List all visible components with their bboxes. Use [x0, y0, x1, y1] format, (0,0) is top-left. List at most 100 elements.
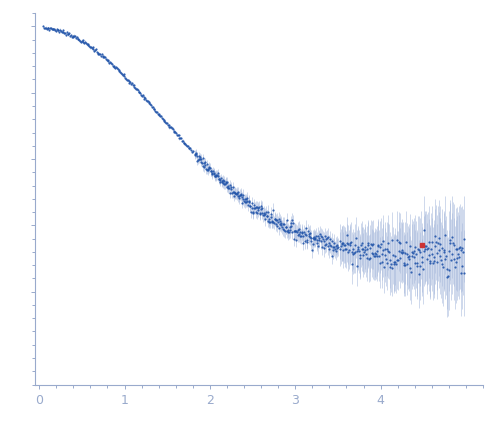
- Point: [170, 128, 178, 135]
- Point: [263, 208, 271, 215]
- Point: [61, 29, 69, 36]
- Point: [194, 156, 202, 163]
- Point: [240, 198, 248, 205]
- Point: [134, 87, 142, 94]
- Point: [451, 264, 459, 271]
- Point: [336, 238, 344, 245]
- Point: [230, 192, 238, 199]
- Point: [48, 26, 56, 33]
- Point: [109, 62, 117, 69]
- Point: [210, 170, 218, 177]
- Point: [447, 236, 455, 243]
- Point: [159, 117, 167, 124]
- Point: [271, 215, 279, 222]
- Point: [305, 233, 313, 240]
- Point: [69, 33, 77, 40]
- Point: [259, 209, 267, 216]
- Point: [459, 262, 467, 269]
- Point: [324, 233, 332, 240]
- Point: [306, 229, 314, 236]
- Point: [250, 204, 258, 211]
- Point: [438, 260, 446, 267]
- Point: [277, 220, 285, 227]
- Point: [392, 236, 400, 243]
- Point: [453, 246, 461, 253]
- Point: [175, 132, 183, 139]
- Point: [122, 75, 130, 82]
- Point: [104, 56, 112, 63]
- Point: [311, 235, 319, 242]
- Point: [126, 79, 134, 86]
- Point: [369, 241, 377, 248]
- Point: [229, 189, 237, 196]
- Point: [421, 243, 429, 250]
- Point: [320, 237, 328, 244]
- Point: [135, 89, 143, 96]
- Point: [377, 240, 385, 247]
- Point: [403, 260, 411, 267]
- Point: [285, 227, 293, 234]
- Point: [343, 232, 351, 239]
- Point: [301, 231, 309, 238]
- Point: [253, 203, 261, 210]
- Point: [295, 231, 303, 238]
- Point: [97, 52, 105, 59]
- Point: [269, 218, 277, 225]
- Point: [226, 182, 234, 189]
- Point: [322, 236, 330, 243]
- Point: [393, 257, 401, 264]
- Point: [442, 256, 450, 263]
- Point: [66, 32, 74, 39]
- Point: [233, 189, 241, 196]
- Point: [107, 59, 115, 66]
- Point: [433, 249, 441, 256]
- Point: [414, 246, 422, 253]
- Point: [116, 69, 124, 76]
- Point: [232, 190, 240, 197]
- Point: [287, 219, 295, 226]
- Point: [110, 62, 118, 69]
- Point: [365, 239, 373, 246]
- Point: [252, 210, 260, 217]
- Point: [52, 27, 60, 34]
- Point: [179, 137, 187, 144]
- Point: [211, 173, 219, 180]
- Point: [68, 34, 76, 41]
- Point: [363, 246, 371, 253]
- Point: [112, 64, 120, 71]
- Point: [416, 263, 424, 270]
- Point: [292, 236, 300, 243]
- Point: [279, 226, 287, 233]
- Point: [221, 180, 229, 187]
- Point: [387, 260, 395, 267]
- Point: [338, 240, 346, 247]
- Point: [208, 170, 216, 177]
- Point: [143, 97, 151, 104]
- Point: [338, 240, 346, 247]
- Point: [279, 220, 287, 227]
- Point: [167, 124, 175, 131]
- Point: [111, 64, 119, 71]
- Point: [371, 252, 378, 259]
- Point: [268, 218, 276, 225]
- Point: [419, 266, 427, 273]
- Point: [325, 246, 333, 253]
- Point: [330, 239, 338, 246]
- Point: [283, 227, 291, 234]
- Point: [258, 204, 266, 211]
- Point: [175, 135, 183, 142]
- Point: [96, 51, 104, 58]
- Point: [70, 32, 78, 39]
- Point: [181, 141, 189, 148]
- Point: [242, 196, 250, 203]
- Point: [56, 26, 64, 33]
- Point: [363, 255, 371, 262]
- Point: [174, 132, 182, 139]
- Point: [237, 192, 245, 199]
- Point: [439, 264, 447, 271]
- Point: [328, 252, 336, 259]
- Point: [228, 184, 236, 191]
- Point: [440, 249, 448, 256]
- Point: [206, 165, 214, 172]
- Point: [325, 240, 333, 247]
